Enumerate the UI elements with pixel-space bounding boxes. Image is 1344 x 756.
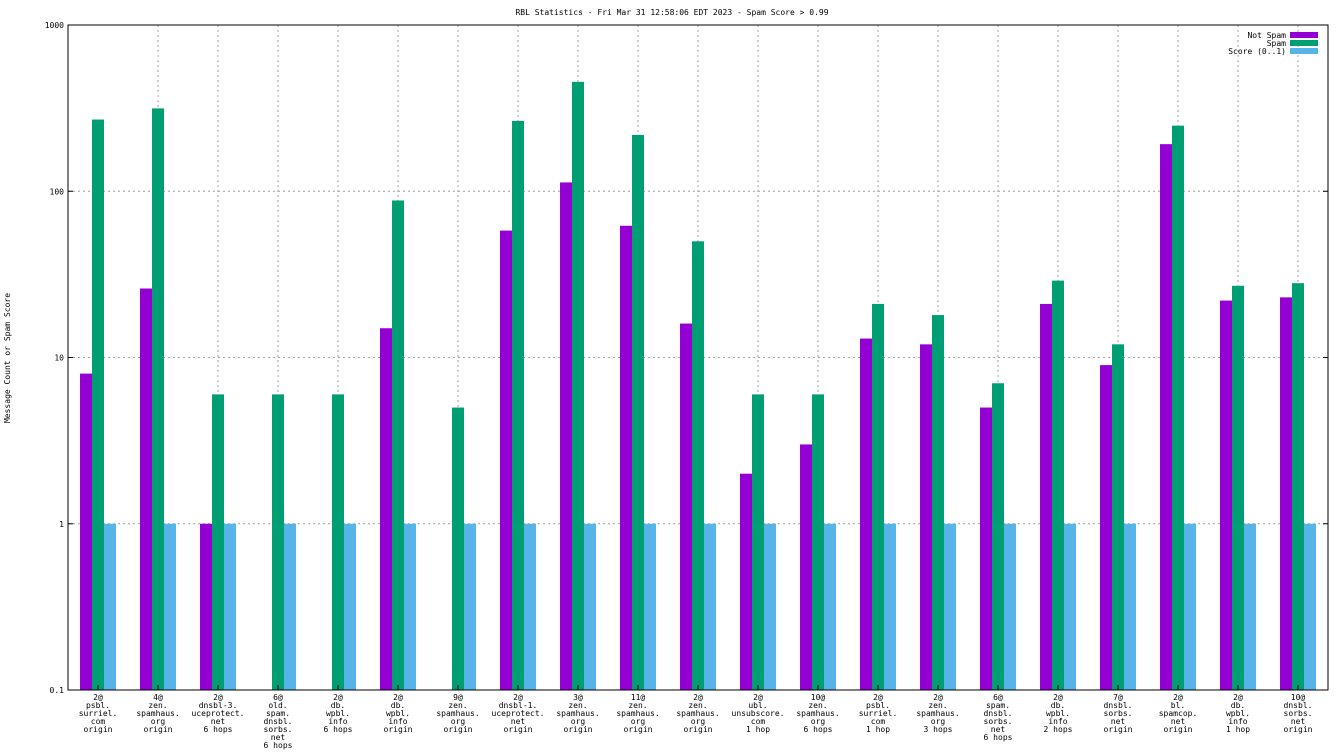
x-tick-label: 2@ ubl. unsubscore. com 1 hop bbox=[732, 693, 785, 734]
bar-not-spam bbox=[80, 373, 92, 690]
y-tick-label: 1 bbox=[59, 520, 64, 529]
x-tick-label: 3@ zen. spamhaus. org origin bbox=[556, 693, 599, 734]
x-tick-label: 11@ zen. spamhaus. org origin bbox=[616, 693, 659, 734]
bar-score-0-1 bbox=[1124, 523, 1136, 690]
bar-score-0-1 bbox=[524, 523, 536, 690]
y-tick-label: 10 bbox=[54, 354, 64, 363]
y-axis-label: Message Count or Spam Score bbox=[3, 293, 12, 423]
bar-score-0-1 bbox=[704, 523, 716, 690]
bar-not-spam bbox=[680, 323, 692, 690]
bar-score-0-1 bbox=[1064, 523, 1076, 690]
x-tick-label: 2@ bl. spamcop. net origin bbox=[1159, 693, 1198, 734]
bar-not-spam bbox=[140, 288, 152, 690]
bar-not-spam bbox=[1040, 303, 1052, 690]
bar-score-0-1 bbox=[464, 523, 476, 690]
bar-score-0-1 bbox=[164, 523, 176, 690]
bar-spam bbox=[212, 394, 224, 690]
x-tick-label: 2@ dnsbl-3. uceprotect. net 6 hops bbox=[192, 693, 245, 734]
bar-spam bbox=[272, 394, 284, 690]
bar-not-spam bbox=[860, 338, 872, 690]
legend-swatch bbox=[1290, 32, 1318, 38]
bar-spam bbox=[1172, 125, 1184, 690]
bar-not-spam bbox=[1100, 365, 1112, 690]
legend-label: Not Spam bbox=[1247, 31, 1286, 40]
bars bbox=[80, 81, 1316, 691]
bar-not-spam bbox=[740, 473, 752, 690]
bar-spam bbox=[1292, 283, 1304, 690]
bar-not-spam bbox=[620, 225, 632, 690]
bar-spam bbox=[92, 119, 104, 691]
bar-not-spam bbox=[380, 328, 392, 690]
bar-spam bbox=[152, 108, 164, 690]
bar-score-0-1 bbox=[404, 523, 416, 690]
y-axis-ticks: 0.1 1 10 100 1000 bbox=[45, 21, 1328, 695]
bar-spam bbox=[812, 394, 824, 690]
x-tick-label: 2@ db. wpbl. info 2 hops bbox=[1044, 693, 1073, 734]
bar-score-0-1 bbox=[644, 523, 656, 690]
bar-spam bbox=[512, 120, 524, 690]
x-tick-label: 10@ zen. spamhaus. org 6 hops bbox=[796, 693, 839, 734]
x-tick-label: 2@ db. wpbl. info origin bbox=[384, 693, 413, 734]
bar-spam bbox=[932, 315, 944, 690]
x-tick-label: 2@ db. wpbl. info 6 hops bbox=[324, 693, 353, 734]
bar-not-spam bbox=[920, 344, 932, 690]
bar-score-0-1 bbox=[884, 523, 896, 690]
bar-spam bbox=[1052, 280, 1064, 690]
x-tick-label: 2@ zen. spamhaus. org origin bbox=[676, 693, 719, 734]
bar-spam bbox=[572, 81, 584, 691]
legend-label: Score (0..1) bbox=[1228, 47, 1286, 56]
bar-score-0-1 bbox=[224, 523, 236, 690]
bar-not-spam bbox=[560, 182, 572, 690]
bar-score-0-1 bbox=[284, 523, 296, 690]
bar-score-0-1 bbox=[824, 523, 836, 690]
x-tick-label: 4@ zen. spamhaus. org origin bbox=[136, 693, 179, 734]
legend-label: Spam bbox=[1267, 39, 1286, 48]
chart-title: RBL Statistics - Fri Mar 31 12:58:06 EDT… bbox=[515, 8, 828, 17]
y-tick-label: 1000 bbox=[45, 21, 64, 30]
x-tick-label: 9@ zen. spamhaus. org origin bbox=[436, 693, 479, 734]
bar-spam bbox=[632, 134, 644, 690]
x-tick-label: 2@ psbl. surriel. com origin bbox=[79, 693, 118, 734]
bar-not-spam bbox=[500, 230, 512, 691]
bar-not-spam bbox=[1160, 144, 1172, 690]
legend-swatch bbox=[1290, 40, 1318, 46]
bar-score-0-1 bbox=[1244, 523, 1256, 690]
y-tick-label: 0.1 bbox=[50, 686, 65, 695]
bar-score-0-1 bbox=[584, 523, 596, 690]
bar-spam bbox=[452, 407, 464, 690]
bar-spam bbox=[1232, 285, 1244, 690]
x-tick-label: 2@ psbl. surriel. com 1 hop bbox=[859, 693, 898, 734]
x-tick-label: 7@ dnsbl. sorbs. net origin bbox=[1104, 693, 1133, 734]
bar-score-0-1 bbox=[1304, 523, 1316, 690]
legend-swatch bbox=[1290, 48, 1318, 54]
bar-spam bbox=[1112, 344, 1124, 690]
bar-not-spam bbox=[1220, 300, 1232, 690]
bar-score-0-1 bbox=[1004, 523, 1016, 690]
bar-spam bbox=[692, 241, 704, 690]
x-tick-label: 10@ dnsbl. sorbs. net origin bbox=[1284, 693, 1313, 734]
bar-score-0-1 bbox=[764, 523, 776, 690]
bar-not-spam bbox=[800, 444, 812, 690]
bar-score-0-1 bbox=[944, 523, 956, 690]
x-tick-label: 6@ spam. dnsbl. sorbs. net 6 hops bbox=[984, 693, 1013, 742]
bar-spam bbox=[752, 394, 764, 690]
y-tick-label: 100 bbox=[50, 187, 65, 196]
x-axis-ticks: 2@ psbl. surriel. com origin 4@ zen. spamhaus. o… bbox=[79, 685, 1313, 750]
x-tick-label: 2@ dnsbl-1. uceprotect. net origin bbox=[492, 693, 545, 734]
bar-not-spam bbox=[1280, 297, 1292, 690]
bar-score-0-1 bbox=[344, 523, 356, 690]
bar-spam bbox=[392, 200, 404, 691]
bar-spam bbox=[332, 394, 344, 690]
bar-score-0-1 bbox=[104, 523, 116, 690]
bar-spam bbox=[992, 383, 1004, 690]
bar-spam bbox=[872, 303, 884, 690]
x-tick-label: 6@ old. spam. dnsbl. sorbs. net 6 hops bbox=[264, 693, 293, 750]
bar-score-0-1 bbox=[1184, 523, 1196, 690]
bar-not-spam bbox=[200, 523, 212, 690]
x-tick-label: 2@ zen. spamhaus. org 3 hops bbox=[916, 693, 959, 734]
x-tick-label: 2@ db. wpbl. info 1 hop bbox=[1226, 693, 1250, 734]
bar-not-spam bbox=[980, 407, 992, 690]
